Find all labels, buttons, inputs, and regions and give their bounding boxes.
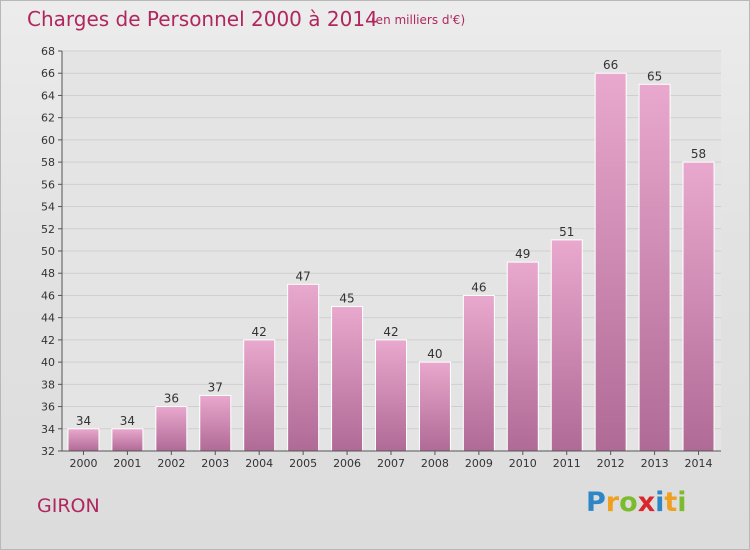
y-tick-label: 34: [41, 423, 55, 436]
x-tick-label: 2001: [113, 457, 141, 470]
data-label: 58: [691, 147, 706, 161]
bar: [375, 339, 407, 452]
y-tick-label: 46: [41, 289, 55, 302]
x-tick-label: 2014: [685, 457, 713, 470]
x-tick-label: 2002: [157, 457, 185, 470]
data-label: 45: [339, 292, 354, 306]
logo-letter: i: [655, 487, 665, 518]
bar: [462, 294, 495, 452]
data-label: 49: [515, 247, 530, 261]
chart-subtitle: (en milliers d'€): [371, 13, 466, 27]
x-tick-label: 2000: [69, 457, 97, 470]
bar: [638, 83, 671, 452]
y-tick-label: 40: [41, 356, 55, 369]
proxiti-logo: Proxiti: [586, 487, 687, 518]
x-tick-label: 2008: [421, 457, 449, 470]
y-tick-label: 42: [41, 334, 55, 347]
bar: [682, 161, 715, 452]
x-tick-label: 2007: [377, 457, 405, 470]
y-tick-label: 64: [41, 89, 55, 102]
x-tick-label: 2006: [333, 457, 361, 470]
chart-title: Charges de Personnel 2000 à 2014: [27, 7, 378, 31]
data-label: 37: [208, 380, 223, 394]
y-tick-label: 66: [41, 67, 55, 80]
data-label: 34: [120, 414, 135, 428]
logo-letter: t: [664, 487, 678, 518]
bar: [594, 72, 627, 452]
bar: [243, 339, 276, 452]
y-tick-label: 56: [41, 178, 55, 191]
x-tick-label: 2004: [245, 457, 273, 470]
bar: [287, 283, 320, 452]
data-label: 40: [427, 347, 442, 361]
x-tick-label: 2003: [201, 457, 229, 470]
y-tick-label: 38: [41, 378, 55, 391]
logo-letter: i: [677, 487, 687, 518]
y-tick-label: 54: [41, 201, 55, 214]
bars: 34 34 36 37 42 47 45 42 40 46 49 51 66 65 58: [67, 58, 715, 452]
data-label: 47: [295, 269, 310, 283]
data-label: 51: [559, 225, 574, 239]
x-tick-label: 2013: [641, 457, 669, 470]
x-tick-label: 2010: [509, 457, 537, 470]
y-tick-label: 52: [41, 223, 55, 236]
data-label: 42: [383, 325, 398, 339]
logo-letter: P: [586, 487, 606, 518]
bar: [550, 239, 583, 452]
logo-letter: r: [605, 487, 620, 518]
bar: [506, 261, 539, 452]
data-label: 65: [647, 69, 662, 83]
y-tick-label: 48: [41, 267, 55, 280]
y-tick-label: 68: [41, 45, 55, 58]
bar: [418, 361, 451, 452]
x-tick-label: 2009: [465, 457, 493, 470]
bar: [67, 428, 100, 452]
axes: 32 34 36 38 40 42 44 46 48 50 52 54 56 58 60 62 64 66 68 20…: [41, 45, 721, 470]
data-label: 34: [76, 414, 91, 428]
x-tick-label: 2011: [553, 457, 581, 470]
y-tick-label: 58: [41, 156, 55, 169]
data-label: 46: [471, 280, 486, 294]
bar: [111, 428, 144, 452]
x-tick-label: 2005: [289, 457, 317, 470]
data-label: 66: [603, 58, 618, 72]
y-tick-label: 32: [41, 445, 55, 458]
bar: [199, 394, 232, 452]
x-tick-label: 2012: [597, 457, 625, 470]
commune-name: GIRON: [37, 495, 100, 517]
y-tick-label: 62: [41, 112, 55, 125]
y-tick-label: 44: [41, 312, 55, 325]
y-tick-label: 60: [41, 134, 55, 147]
y-tick-label: 36: [41, 401, 55, 414]
logo-letter: x: [637, 487, 656, 518]
bar: [331, 306, 364, 452]
data-label: 36: [164, 392, 179, 406]
logo-letter: o: [619, 487, 638, 518]
y-tick-label: 50: [41, 245, 55, 258]
bar: [155, 406, 188, 452]
data-label: 42: [252, 325, 267, 339]
